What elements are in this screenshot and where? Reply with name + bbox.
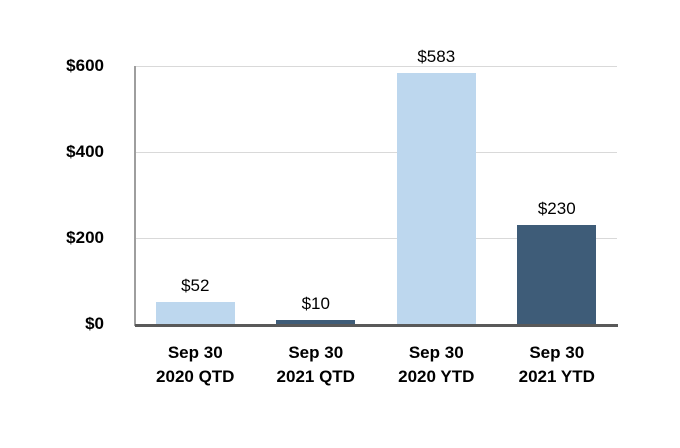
x-axis-category-label-sep-30-2021-ytd: Sep 30 2021 YTD bbox=[518, 343, 595, 386]
gridline-200 bbox=[135, 237, 617, 239]
x-axis-category-label-sep-30-2020-qtd: Sep 30 2020 QTD bbox=[156, 343, 235, 386]
data-label-sep-30-2021-qtd: $10 bbox=[301, 293, 330, 313]
data-label-sep-30-2020-qtd: $52 bbox=[181, 275, 210, 295]
bar-sep-30-2020-ytd bbox=[396, 73, 476, 324]
y-axis-tick-label: $200 bbox=[66, 228, 104, 247]
y-axis-line bbox=[134, 66, 136, 326]
y-axis-tick-label: $400 bbox=[66, 142, 104, 161]
x-axis-line bbox=[135, 324, 618, 327]
data-label-sep-30-2020-ytd: $583 bbox=[417, 47, 456, 67]
bar-sep-30-2020-qtd bbox=[155, 301, 235, 324]
x-axis-category-label-sep-30-2021-qtd: Sep 30 2021 QTD bbox=[276, 343, 355, 386]
bar-sep-30-2021-ytd bbox=[517, 225, 597, 324]
x-axis-category-label-sep-30-2020-ytd: Sep 30 2020 YTD bbox=[398, 343, 475, 386]
gridline-600 bbox=[135, 65, 617, 67]
gridline-400 bbox=[135, 151, 617, 153]
data-label-sep-30-2021-ytd: $230 bbox=[537, 199, 576, 219]
bar-sep-30-2021-qtd bbox=[276, 319, 356, 324]
y-axis-tick-label: $0 bbox=[85, 314, 104, 333]
y-axis-tick-label: $600 bbox=[66, 56, 104, 75]
